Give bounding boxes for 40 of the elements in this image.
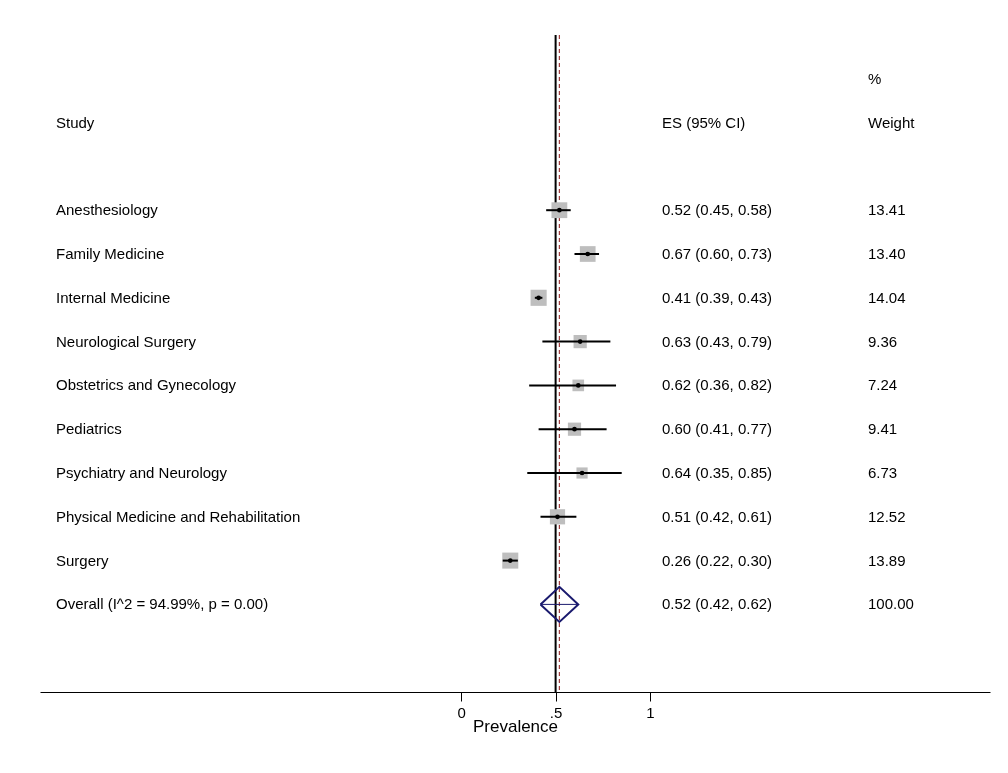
- annotation: 0.52 (0.45, 0.58): [662, 201, 773, 219]
- point: [551, 202, 568, 219]
- annotation: 0.52 (0.42, 0.62): [662, 595, 773, 613]
- point: [530, 289, 547, 306]
- annotation: 13.40: [868, 245, 906, 262]
- x-tick-label: 1: [646, 703, 655, 721]
- annotation: 0.62 (0.36, 0.82): [662, 376, 773, 394]
- annotation: 0.60 (0.41, 0.77): [662, 420, 773, 438]
- annotation: 7.24: [868, 376, 898, 394]
- y-tick-label: Family Medicine: [56, 245, 165, 262]
- y-tick-label: Physical Medicine and Rehabilitation: [56, 507, 301, 525]
- annotation: 0.63 (0.43, 0.79): [662, 332, 773, 350]
- annotation: 0.26 (0.22, 0.30): [662, 551, 773, 569]
- annotation: 13.41: [868, 201, 906, 219]
- y-tick-label: Pediatrics: [56, 420, 122, 438]
- annotation: 9.36: [868, 332, 898, 350]
- x-tick-label: .5: [549, 703, 563, 721]
- point: [579, 246, 596, 262]
- x-tick-label: 0: [457, 703, 466, 721]
- annotation: 0.67 (0.60, 0.73): [662, 245, 773, 262]
- annotation: 12.52: [868, 507, 906, 525]
- annotation: 6.73: [868, 464, 898, 481]
- annotation: 0.41 (0.39, 0.43): [662, 288, 773, 306]
- text: Study: [56, 113, 95, 131]
- text: % Weight: [868, 69, 915, 131]
- y-tick-label: Surgery: [56, 551, 110, 569]
- y-tick-label: Anesthesiology: [56, 201, 159, 219]
- annotation: 0.64 (0.35, 0.85): [662, 464, 773, 481]
- y-tick-label: Overall (I^2 = 94.99%, p = 0.00): [56, 595, 269, 613]
- point: [539, 585, 580, 623]
- y-tick-label: Obstetrics and Gynecology: [56, 376, 237, 394]
- annotation: 13.89: [868, 551, 906, 569]
- text: ES (95% CI): [662, 113, 746, 131]
- annotation: 100.00: [868, 595, 914, 613]
- y-tick-label: Internal Medicine: [56, 288, 171, 306]
- annotation: 9.41: [868, 420, 898, 438]
- annotation: 14.04: [868, 288, 906, 306]
- annotation: 0.51 (0.42, 0.61): [662, 507, 773, 525]
- y-tick-label: Neurological Surgery: [56, 332, 197, 350]
- y-tick-label: Psychiatry and Neurology: [56, 464, 228, 481]
